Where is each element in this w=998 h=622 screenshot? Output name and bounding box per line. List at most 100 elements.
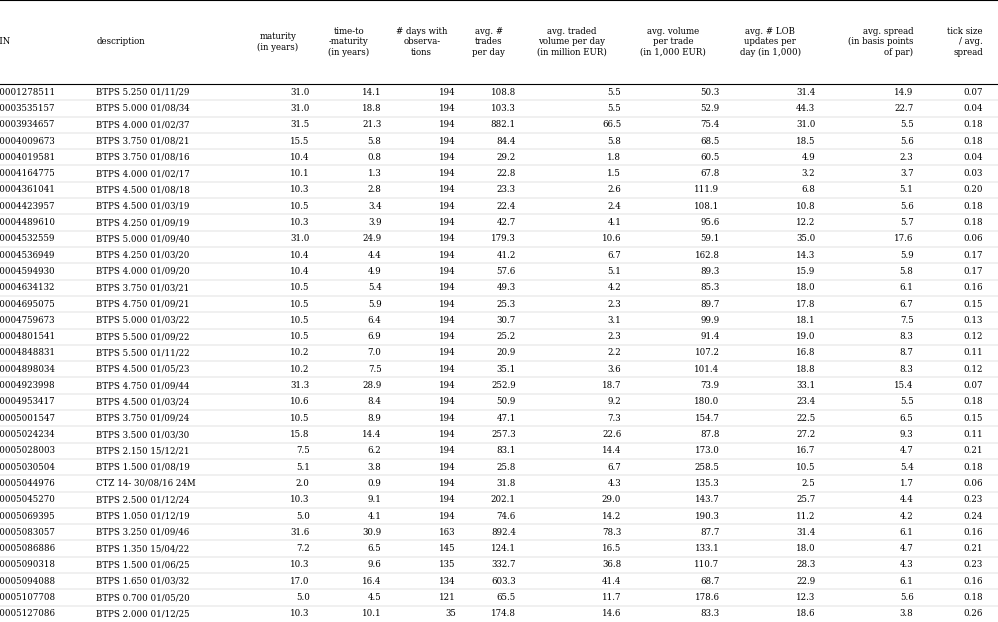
Text: 194: 194	[439, 414, 456, 423]
Text: 22.5: 22.5	[796, 414, 815, 423]
Text: 30.9: 30.9	[362, 528, 381, 537]
Text: BTPS 1.350 15/04/22: BTPS 1.350 15/04/22	[97, 544, 190, 553]
Text: 9.3: 9.3	[900, 430, 913, 439]
Text: 14.9: 14.9	[894, 88, 913, 96]
Text: description: description	[97, 37, 145, 47]
Text: 101.4: 101.4	[695, 364, 720, 374]
Text: 10.2: 10.2	[290, 364, 309, 374]
Text: 190.3: 190.3	[695, 511, 720, 521]
Text: 68.5: 68.5	[700, 137, 720, 146]
Text: 50.3: 50.3	[701, 88, 720, 96]
Text: 194: 194	[439, 137, 456, 146]
Text: 194: 194	[439, 300, 456, 309]
Text: 9.6: 9.6	[368, 560, 381, 569]
Text: 5.1: 5.1	[608, 267, 621, 276]
Text: 10.5: 10.5	[290, 414, 309, 423]
Text: 10.8: 10.8	[795, 202, 815, 211]
Text: 2.5: 2.5	[801, 479, 815, 488]
Text: 10.1: 10.1	[290, 169, 309, 178]
Text: 20.9: 20.9	[496, 348, 516, 358]
Text: 5.9: 5.9	[368, 300, 381, 309]
Text: avg. volume
per trade
(in 1,000 EUR): avg. volume per trade (in 1,000 EUR)	[641, 27, 707, 57]
Text: 7.5: 7.5	[900, 316, 913, 325]
Text: 1.3: 1.3	[368, 169, 381, 178]
Text: 12.2: 12.2	[796, 218, 815, 227]
Text: 10.1: 10.1	[362, 610, 381, 618]
Text: 10.5: 10.5	[290, 300, 309, 309]
Text: 18.1: 18.1	[795, 316, 815, 325]
Text: 15.4: 15.4	[894, 381, 913, 390]
Text: 194: 194	[439, 479, 456, 488]
Text: IT0004532559: IT0004532559	[0, 234, 56, 243]
Text: 14.4: 14.4	[362, 430, 381, 439]
Text: 65.5: 65.5	[497, 593, 516, 602]
Text: 180.0: 180.0	[695, 397, 720, 406]
Text: 194: 194	[439, 202, 456, 211]
Text: 0.07: 0.07	[963, 381, 983, 390]
Text: 44.3: 44.3	[796, 104, 815, 113]
Text: 0.16: 0.16	[963, 528, 983, 537]
Text: 83.3: 83.3	[701, 610, 720, 618]
Text: IT0005069395: IT0005069395	[0, 511, 56, 521]
Text: 107.2: 107.2	[695, 348, 720, 358]
Text: 3.6: 3.6	[608, 364, 621, 374]
Text: 2.8: 2.8	[367, 185, 381, 195]
Text: 194: 194	[439, 447, 456, 455]
Text: 194: 194	[439, 316, 456, 325]
Text: 17.0: 17.0	[290, 577, 309, 586]
Text: IT0005094088: IT0005094088	[0, 577, 56, 586]
Text: 194: 194	[439, 218, 456, 227]
Text: 14.4: 14.4	[602, 447, 621, 455]
Text: BTPS 2.500 01/12/24: BTPS 2.500 01/12/24	[97, 495, 190, 504]
Text: 2.3: 2.3	[608, 332, 621, 341]
Text: BTPS 5.500 01/11/22: BTPS 5.500 01/11/22	[97, 348, 190, 358]
Text: 24.9: 24.9	[362, 234, 381, 243]
Text: 25.7: 25.7	[796, 495, 815, 504]
Text: 8.3: 8.3	[900, 364, 913, 374]
Text: 59.1: 59.1	[700, 234, 720, 243]
Text: 22.9: 22.9	[796, 577, 815, 586]
Text: 194: 194	[439, 234, 456, 243]
Text: 41.4: 41.4	[602, 577, 621, 586]
Text: 5.6: 5.6	[900, 593, 913, 602]
Text: CTZ 14- 30/08/16 24M: CTZ 14- 30/08/16 24M	[97, 479, 196, 488]
Text: 3.1: 3.1	[608, 316, 621, 325]
Text: 33.1: 33.1	[796, 381, 815, 390]
Text: time-to
-maturity
(in years): time-to -maturity (in years)	[328, 27, 369, 57]
Text: IT0005001547: IT0005001547	[0, 414, 56, 423]
Text: 194: 194	[439, 364, 456, 374]
Text: 25.2: 25.2	[497, 332, 516, 341]
Text: 7.5: 7.5	[296, 447, 309, 455]
Text: 0.15: 0.15	[963, 300, 983, 309]
Text: 6.9: 6.9	[368, 332, 381, 341]
Text: 67.8: 67.8	[700, 169, 720, 178]
Text: 6.7: 6.7	[608, 463, 621, 471]
Text: 7.3: 7.3	[608, 414, 621, 423]
Text: 108.1: 108.1	[695, 202, 720, 211]
Text: 14.2: 14.2	[602, 511, 621, 521]
Text: 0.18: 0.18	[963, 218, 983, 227]
Text: BTPS 4.000 01/02/17: BTPS 4.000 01/02/17	[97, 169, 191, 178]
Text: 603.3: 603.3	[491, 577, 516, 586]
Text: 21.3: 21.3	[362, 120, 381, 129]
Text: 0.26: 0.26	[964, 610, 983, 618]
Text: 3.7: 3.7	[900, 169, 913, 178]
Text: 5.0: 5.0	[295, 593, 309, 602]
Text: avg. traded
volume per day
(in million EUR): avg. traded volume per day (in million E…	[537, 27, 607, 57]
Text: 0.24: 0.24	[964, 511, 983, 521]
Text: BTPS 4.500 01/05/23: BTPS 4.500 01/05/23	[97, 364, 190, 374]
Text: 31.8: 31.8	[496, 479, 516, 488]
Text: 89.3: 89.3	[701, 267, 720, 276]
Text: 8.4: 8.4	[367, 397, 381, 406]
Text: 31.0: 31.0	[290, 104, 309, 113]
Text: 14.3: 14.3	[796, 251, 815, 259]
Text: BTPS 3.750 01/03/21: BTPS 3.750 01/03/21	[97, 283, 190, 292]
Text: BTPS 5.250 01/11/29: BTPS 5.250 01/11/29	[97, 88, 190, 96]
Text: BTPS 2.150 15/12/21: BTPS 2.150 15/12/21	[97, 447, 190, 455]
Text: IT0005045270: IT0005045270	[0, 495, 56, 504]
Text: BTPS 4.500 01/03/19: BTPS 4.500 01/03/19	[97, 202, 190, 211]
Text: 143.7: 143.7	[695, 495, 720, 504]
Text: 194: 194	[439, 348, 456, 358]
Text: 5.8: 5.8	[899, 267, 913, 276]
Text: 4.3: 4.3	[900, 560, 913, 569]
